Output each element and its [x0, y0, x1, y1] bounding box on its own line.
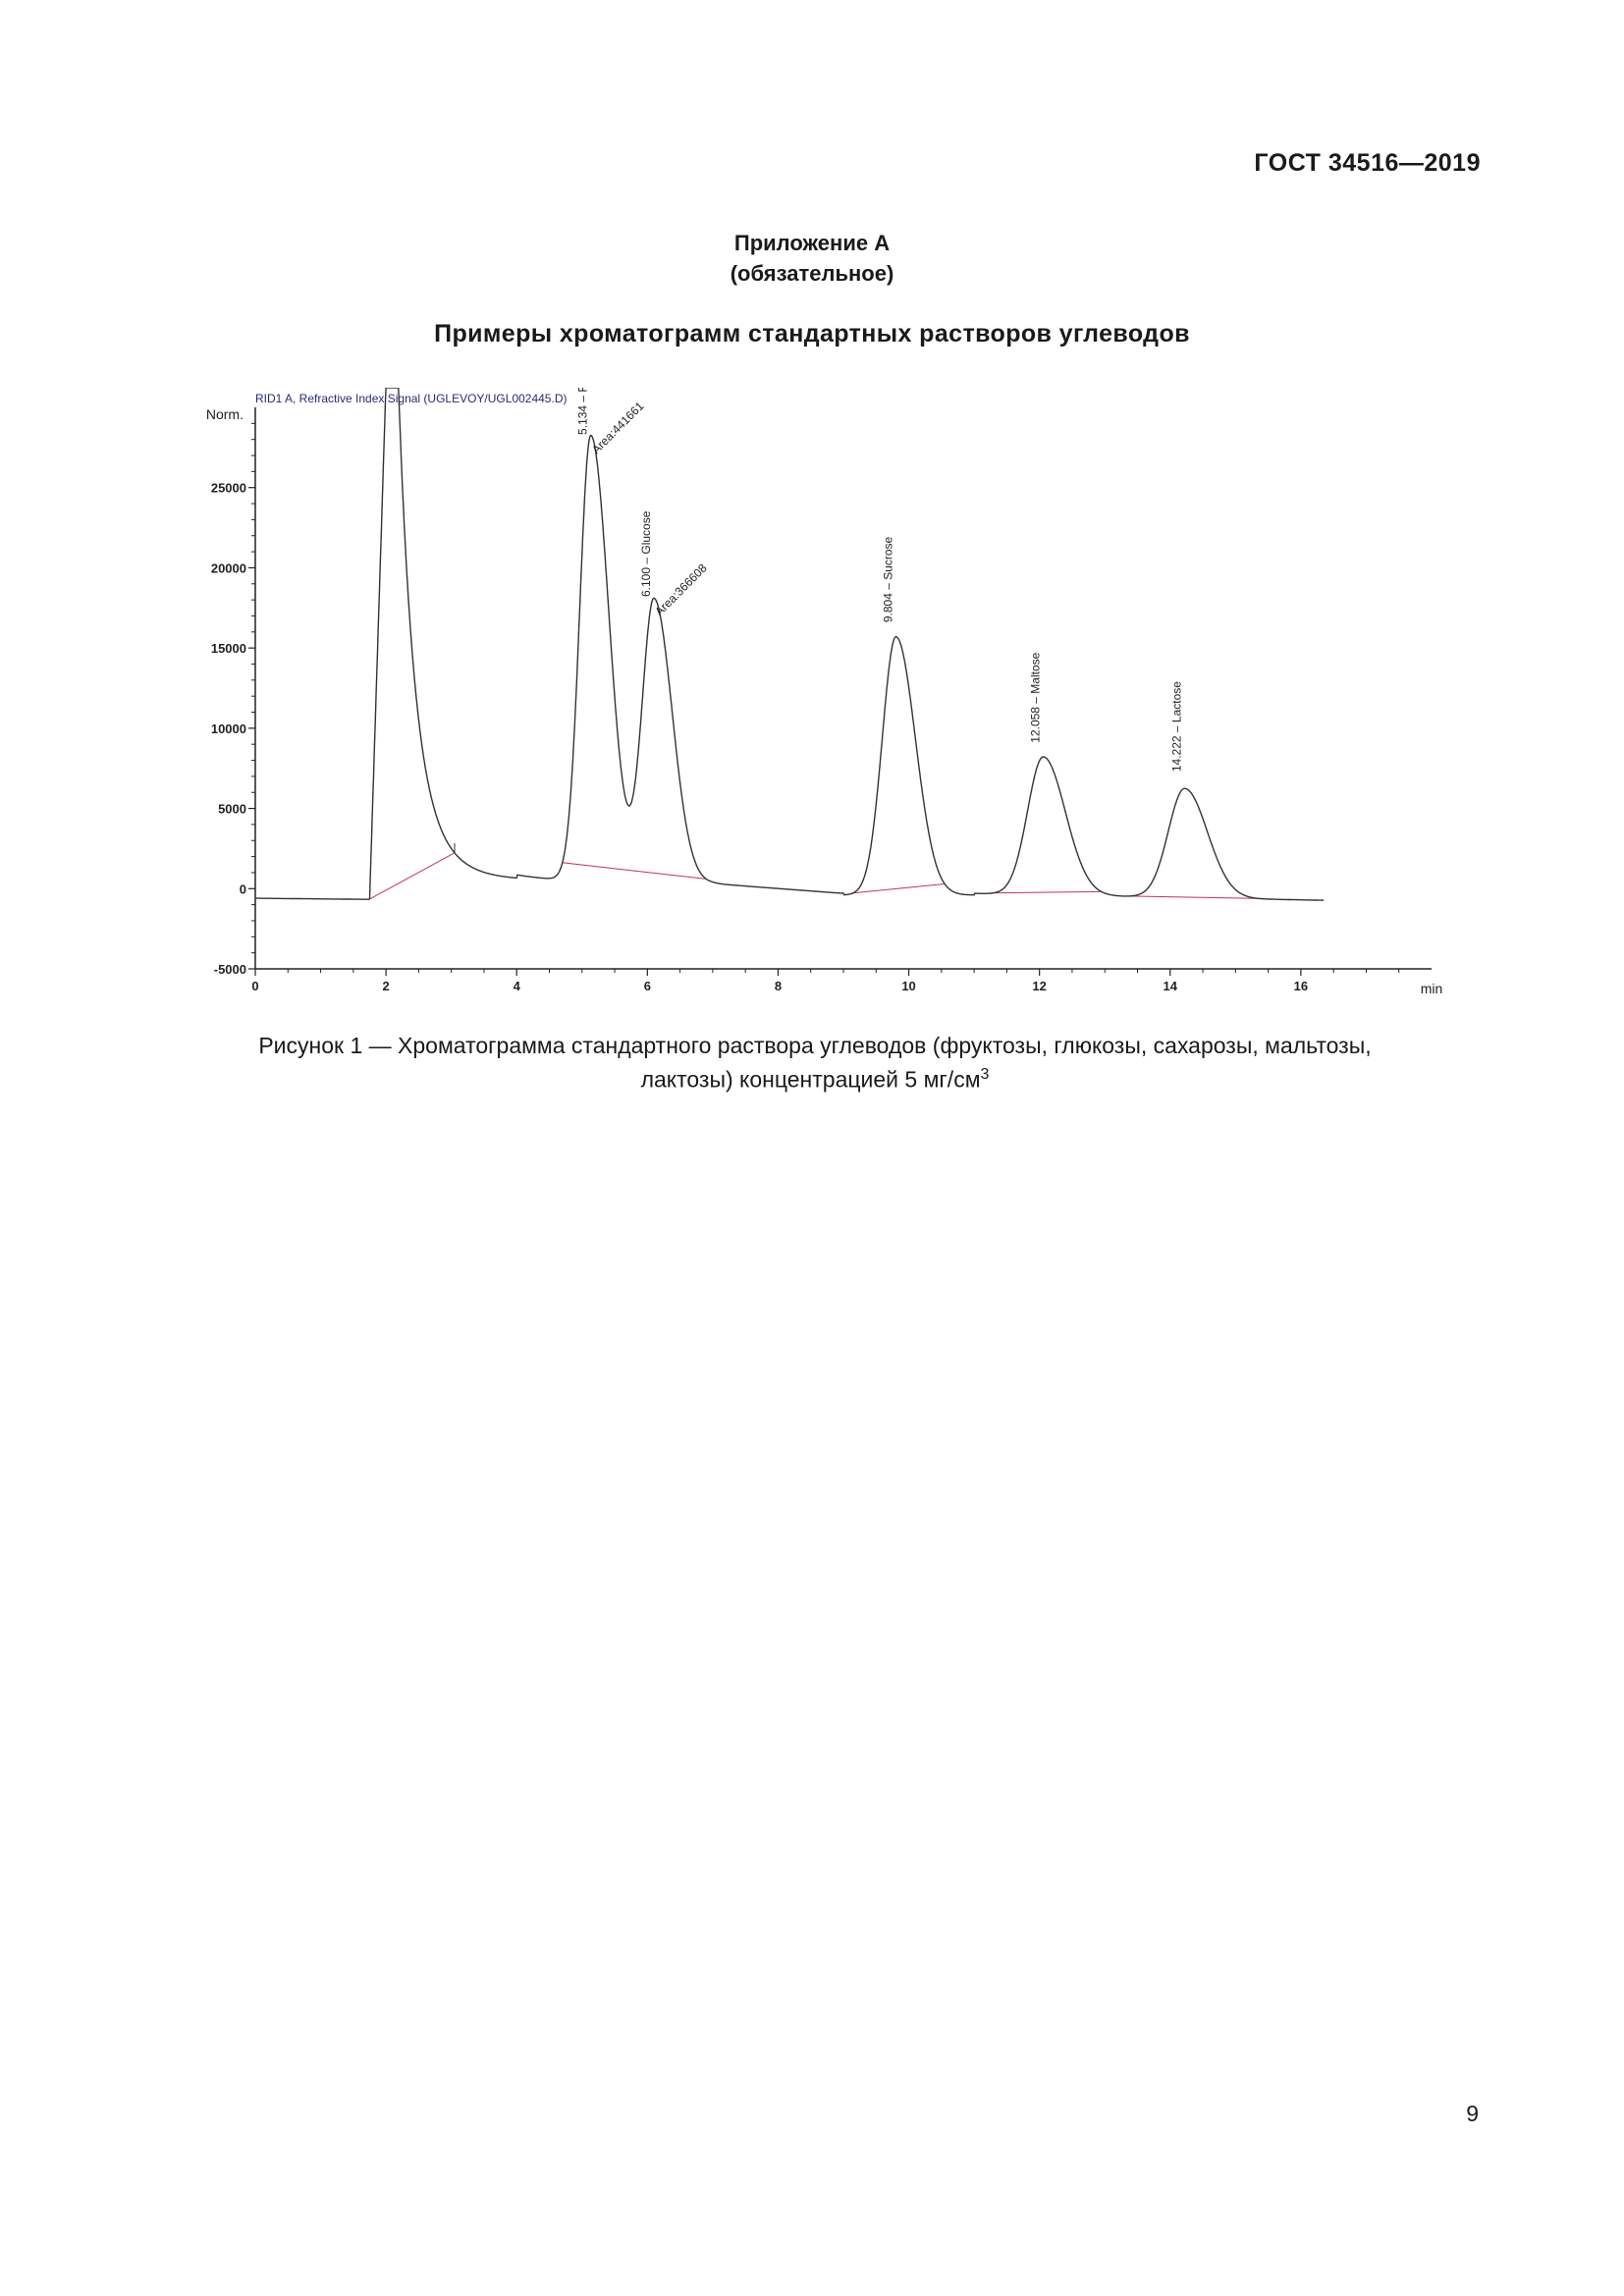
peak-label-text: 12.058 – Maltose: [1029, 652, 1043, 742]
x-tick-label: 4: [514, 979, 521, 993]
peak-label: 14.222 – Lactose: [1170, 681, 1184, 772]
chart-title: RID1 A, Refractive Index Signal (UGLEVOY…: [255, 392, 567, 405]
peak-label: 5.134 – Fructose: [576, 388, 590, 435]
integration-baseline: [1127, 895, 1259, 899]
caption-line-2: лактозы) концентрацией 5 мг/см3: [177, 1060, 1453, 1095]
peak-label-text: 9.804 – Sucrose: [882, 536, 895, 622]
appendix-heading: Приложение А (обязательное): [0, 228, 1624, 289]
peak-label-text: 6.100 – Glucose: [639, 510, 653, 597]
x-tick-label: 10: [901, 979, 915, 993]
chromatogram-chart: RID1 A, Refractive Index Signal (UGLEVOY…: [206, 388, 1443, 996]
standard-code: ГОСТ 34516—2019: [1254, 149, 1481, 177]
peak-area-label: Area:441661: [589, 399, 647, 456]
x-tick-label: 2: [382, 979, 389, 993]
peak-area-label: Area:366608: [652, 561, 710, 618]
page-number: 9: [1466, 2101, 1479, 2126]
peak-label: 12.058 – Maltose: [1029, 652, 1043, 742]
x-tick-label: 8: [775, 979, 782, 993]
caption-superscript: 3: [980, 1066, 990, 1083]
y-tick-label: 15000: [211, 641, 246, 656]
appendix-title: Приложение А: [733, 231, 891, 255]
section-title: Примеры хроматограмм стандартных раствор…: [434, 320, 1190, 347]
y-tick-label: -5000: [214, 962, 246, 977]
y-tick-label: 0: [240, 881, 246, 896]
x-tick-label: 14: [1164, 979, 1178, 993]
integration-baseline: [562, 862, 707, 880]
peak-label: 6.100 – Glucose: [639, 510, 653, 597]
caption-line-1: Рисунок 1 — Хроматограмма стандартного р…: [258, 1033, 1372, 1058]
y-tick-label: 5000: [218, 802, 246, 817]
appendix-status: (обязательное): [730, 261, 894, 286]
x-tick-label: 16: [1294, 979, 1308, 993]
caption-line-2-text: лактозы) концентрацией 5 мг/см: [640, 1066, 981, 1093]
y-tick-label: 25000: [211, 481, 246, 496]
peak-area-text: Area:441661: [589, 399, 647, 456]
signal-trace: [255, 388, 1325, 901]
x-axis-label: min: [1421, 981, 1443, 996]
y-axis-label: Norm.: [206, 406, 244, 422]
integration-baseline: [994, 890, 1102, 894]
x-tick-label: 12: [1032, 979, 1046, 993]
peak-label: 9.804 – Sucrose: [882, 536, 895, 622]
integration-baseline: [852, 882, 946, 894]
peak-area-text: Area:366608: [652, 561, 710, 618]
peak-label-text: 14.222 – Lactose: [1170, 681, 1184, 772]
integration-baseline: [369, 852, 456, 900]
peak-label-text: 5.134 – Fructose: [576, 388, 590, 435]
figure-caption: Рисунок 1 — Хроматограмма стандартного р…: [177, 1031, 1453, 1095]
y-tick-label: 20000: [211, 561, 246, 575]
x-tick-label: 6: [644, 979, 651, 993]
y-tick-label: 10000: [211, 721, 246, 736]
x-tick-label: 0: [251, 979, 258, 993]
